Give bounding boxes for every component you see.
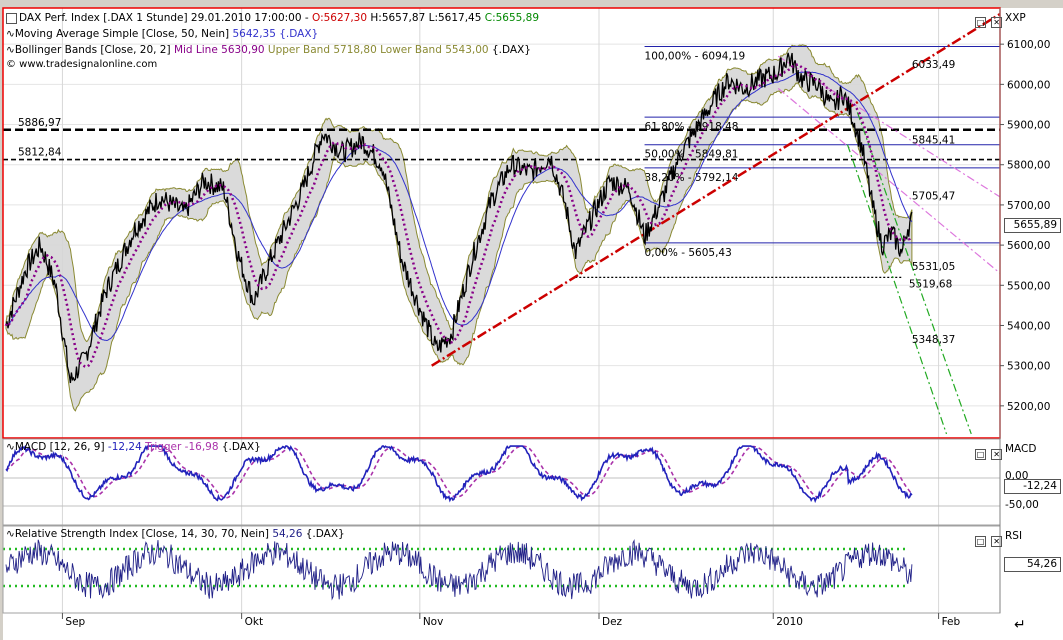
price-tick-label: 5900,00 <box>1007 120 1050 132</box>
maximize-icon[interactable]: □ <box>975 17 986 28</box>
macd-trigger-value: Trigger -16,98 <box>145 441 219 453</box>
last-macd-box: -12,24 <box>1004 479 1061 494</box>
horizontal-line-label: 5812,84 <box>18 147 62 159</box>
time-tick-label: Sep <box>65 616 85 628</box>
vertical-gridlines <box>61 8 940 613</box>
x-axis-labels: Sep Okt Nov Dez 2010 Feb <box>61 613 961 628</box>
price-tick-label: 6000,00 <box>1007 79 1050 91</box>
time-axis <box>3 613 1063 640</box>
time-tick-label: Feb <box>942 616 961 628</box>
price-tick-label: 6100,00 <box>1007 39 1050 51</box>
last-price-box: 5655,89 <box>1004 218 1061 233</box>
last-rsi-box: 54,26 <box>1004 557 1061 572</box>
time-tick-label: Dez <box>602 616 623 628</box>
ma-legend-label: Moving Average Simple [Close, 50, Nein] <box>14 28 230 40</box>
macd-tick-minus50: -50,00 <box>1005 499 1039 511</box>
green-downtrend-line <box>856 112 972 435</box>
price-axis-label: XXP <box>1005 12 1026 24</box>
macd-axis-label: MACD <box>1005 443 1037 455</box>
close-value: C:5655,89 <box>484 12 540 24</box>
magenta-downtrend-line <box>777 87 1001 274</box>
price-tick-label: 5700,00 <box>1007 200 1050 212</box>
price-tick-label: 5600,00 <box>1007 240 1050 252</box>
source-credit: © www.tradesignalonline.com <box>6 59 158 70</box>
macd-value: -12,24 <box>107 441 142 453</box>
scroll-corner-icon[interactable]: ↵ <box>1014 617 1026 633</box>
macd-header: ∿MACD [12, 26, 9] -12,24 Trigger -16,98 … <box>6 441 261 453</box>
maximize-icon[interactable]: □ <box>975 449 986 460</box>
time-tick-label: 2010 <box>776 616 803 628</box>
rsi-suffix: {.DAX} <box>305 528 345 540</box>
rsi-axis-label: RSI <box>1005 530 1023 542</box>
price-header: DAX Perf. Index [.DAX 1 Stunde] 29.01.20… <box>6 10 996 72</box>
indicator-icon: ∿ <box>6 441 15 453</box>
indicator-icon: ∿ <box>6 44 15 56</box>
trendline-value-label: 6033,49 <box>912 59 955 71</box>
support-resistance-lines: 5886,97 5812,84 5519,68 <box>3 117 1000 290</box>
trendline-value-label: 5845,41 <box>912 134 955 146</box>
maximize-icon[interactable]: □ <box>975 536 986 547</box>
indicator-icon: ∿ <box>6 28 15 40</box>
close-icon[interactable]: ✕ <box>991 536 1003 547</box>
open-value: O:5627,30 <box>312 12 368 24</box>
price-tick-label: 5500,00 <box>1007 280 1050 292</box>
macd-label: MACD [12, 26, 9] <box>14 441 105 453</box>
price-panel-controls: □ ✕ <box>975 10 1003 29</box>
bb-mid-value: Mid Line 5630,90 <box>173 44 265 56</box>
low-value: L:5617,45 <box>428 12 482 24</box>
rsi-label: Relative Strength Index [Close, 14, 30, … <box>14 528 269 540</box>
rsi-header: ∿Relative Strength Index [Close, 14, 30,… <box>6 528 345 540</box>
green-downtrend-line <box>846 144 948 435</box>
fib-level-label: 0,00% - 5605,43 <box>645 247 732 259</box>
close-icon[interactable]: ✕ <box>991 17 1003 28</box>
trendline-value-label: 5348,37 <box>912 334 955 346</box>
macd-suffix: {.DAX} <box>221 441 261 453</box>
price-y-axis: 6100,00 6000,00 5900,00 5800,00 5700,00 5600,… <box>1000 39 1050 413</box>
panel-icon[interactable] <box>6 12 17 24</box>
fib-level-label: 38,20% - 5792,14 <box>645 172 739 184</box>
bb-legend-label: Bollinger Bands [Close, 20, 2] <box>14 44 171 56</box>
macd-panel <box>3 439 1000 525</box>
horizontal-line-label: 5519,68 <box>909 278 952 290</box>
macd-tick-0: 0,00 <box>1005 470 1029 482</box>
right-axis <box>1000 8 1063 613</box>
price-tick-label: 5200,00 <box>1007 401 1050 413</box>
price-tick-label: 5800,00 <box>1007 160 1050 172</box>
price-tick-label: 5400,00 <box>1007 320 1050 332</box>
chart-title: DAX Perf. Index [.DAX 1 Stunde] 29.01.20… <box>19 12 312 24</box>
trendline-value-label: 5705,47 <box>912 191 955 203</box>
macd-line <box>5 444 913 504</box>
rsi-line <box>5 538 913 601</box>
moving-average-line <box>5 71 913 342</box>
high-value: H:5657,87 <box>370 12 426 24</box>
time-tick-label: Nov <box>423 616 444 628</box>
price-series <box>5 52 913 384</box>
horizontal-line-label: 5886,97 <box>18 117 61 129</box>
red-uptrend-line <box>431 12 1001 367</box>
macd-panel-controls: □ ✕ <box>975 442 1003 461</box>
bb-lower-value: Lower Band 5543,00 <box>380 44 489 56</box>
bb-upper-value: Upper Band 5718,80 <box>267 44 377 56</box>
bb-suffix: {.DAX} <box>491 44 531 56</box>
time-tick-label: Okt <box>245 616 263 628</box>
price-tick-label: 5300,00 <box>1007 361 1050 373</box>
trendline-value-label: 5531,05 <box>912 261 955 273</box>
fib-level-label: 100,00% - 6094,19 <box>645 51 746 63</box>
ma-legend-value: 5642,35 {.DAX} <box>232 28 319 40</box>
close-icon[interactable]: ✕ <box>991 449 1003 460</box>
indicator-icon: ∿ <box>6 528 15 540</box>
rsi-panel-controls: □ ✕ <box>975 529 1003 548</box>
rsi-value: 54,26 <box>272 528 303 540</box>
fib-level-label: 61,80% - 5918,48 <box>645 121 739 133</box>
